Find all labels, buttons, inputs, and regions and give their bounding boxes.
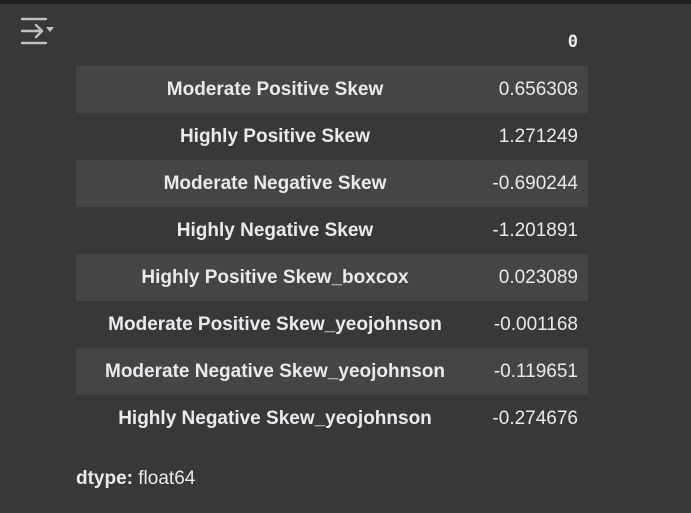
column-header: 0 (567, 32, 578, 52)
dtype-line: dtype: float64 (76, 468, 195, 490)
cell-top-border (0, 0, 691, 4)
table-row: Moderate Positive Skew_yeojohnson -0.001… (76, 301, 588, 348)
row-value: 0.023089 (474, 254, 588, 301)
table-row: Moderate Positive Skew 0.656308 (76, 66, 588, 113)
row-value: -0.274676 (492, 407, 578, 429)
table-row: Highly Positive Skew 1.271249 (76, 113, 588, 160)
table-row: Highly Positive Skew_boxcox 0.023089 (76, 254, 588, 301)
dtype-label: dtype: (76, 468, 133, 489)
table-row: Moderate Negative Skew -0.690244 (76, 160, 588, 207)
row-label: Highly Negative Skew_yeojohnson (118, 407, 432, 429)
dtype-value: float64 (138, 468, 196, 489)
row-value: -0.119651 (474, 348, 588, 395)
row-value: -1.201891 (492, 219, 578, 241)
row-label: Highly Positive Skew_boxcox (76, 254, 474, 301)
table-row: Moderate Negative Skew_yeojohnson -0.119… (76, 348, 588, 395)
row-label: Moderate Negative Skew_yeojohnson (76, 348, 474, 395)
row-value: 1.271249 (498, 125, 578, 147)
output-view-toggle-icon[interactable] (20, 16, 56, 46)
table-row: Highly Negative Skew_yeojohnson -0.27467… (76, 395, 588, 442)
row-label: Moderate Positive Skew (76, 66, 474, 113)
row-value: -0.690244 (474, 160, 588, 207)
row-value: 0.656308 (474, 66, 588, 113)
table-row: Highly Negative Skew -1.201891 (76, 207, 588, 254)
series-output-table: 0 Moderate Positive Skew 0.656308 Highly… (76, 18, 588, 442)
table-header-row: 0 (76, 18, 588, 66)
row-label: Moderate Negative Skew (76, 160, 474, 207)
row-label: Highly Negative Skew (176, 219, 374, 241)
index-header (76, 18, 474, 66)
row-value: -0.001168 (493, 313, 578, 335)
row-label: Moderate Positive Skew_yeojohnson (108, 313, 442, 335)
row-label: Highly Positive Skew (179, 125, 371, 147)
